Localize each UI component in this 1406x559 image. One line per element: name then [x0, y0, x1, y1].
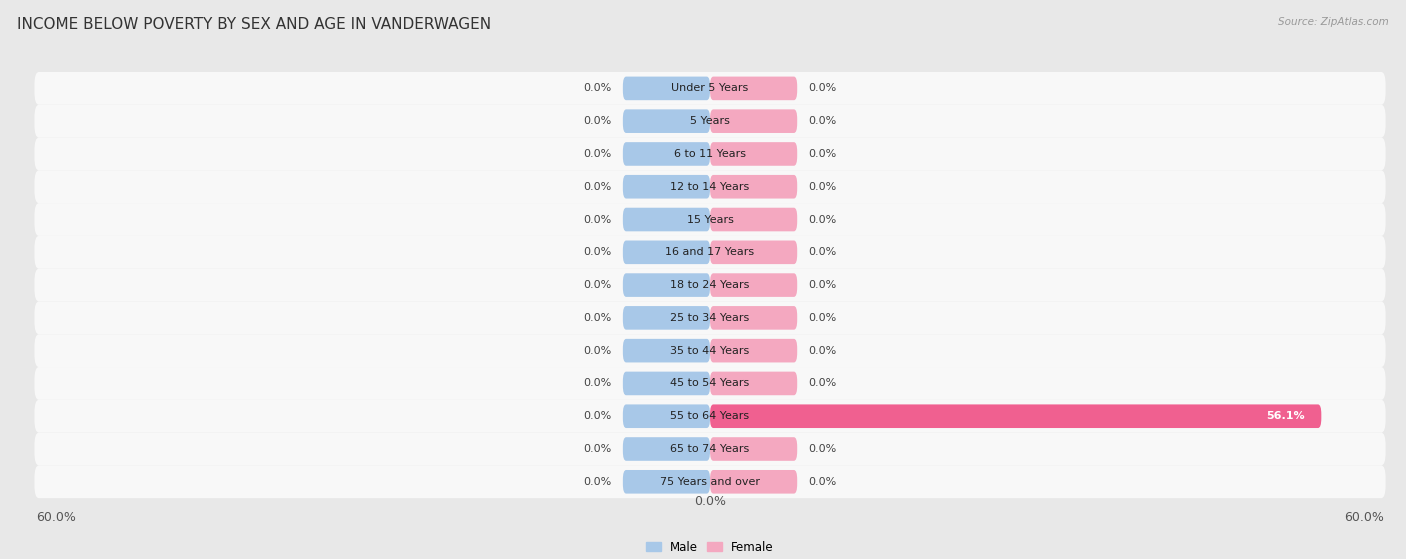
Text: 0.0%: 0.0% [583, 345, 612, 356]
FancyBboxPatch shape [623, 110, 710, 133]
FancyBboxPatch shape [710, 77, 797, 100]
FancyBboxPatch shape [35, 367, 1385, 400]
FancyBboxPatch shape [623, 372, 710, 395]
FancyBboxPatch shape [35, 203, 1385, 236]
FancyBboxPatch shape [35, 72, 1385, 105]
FancyBboxPatch shape [710, 208, 797, 231]
Text: 15 Years: 15 Years [686, 215, 734, 225]
FancyBboxPatch shape [35, 301, 1385, 334]
Text: 0.0%: 0.0% [583, 149, 612, 159]
FancyBboxPatch shape [710, 110, 797, 133]
Text: 0.0%: 0.0% [583, 83, 612, 93]
Text: 0.0%: 0.0% [583, 378, 612, 389]
Text: 0.0%: 0.0% [808, 182, 837, 192]
FancyBboxPatch shape [623, 306, 710, 330]
Text: 0.0%: 0.0% [808, 444, 837, 454]
Text: 0.0%: 0.0% [808, 247, 837, 257]
Text: Source: ZipAtlas.com: Source: ZipAtlas.com [1278, 17, 1389, 27]
FancyBboxPatch shape [710, 470, 797, 494]
FancyBboxPatch shape [710, 437, 797, 461]
Text: 0.0%: 0.0% [583, 280, 612, 290]
Text: 75 Years and over: 75 Years and over [659, 477, 761, 487]
Text: 0.0%: 0.0% [583, 215, 612, 225]
FancyBboxPatch shape [35, 466, 1385, 498]
Text: 0.0%: 0.0% [583, 247, 612, 257]
Text: 56.1%: 56.1% [1267, 411, 1305, 421]
FancyBboxPatch shape [35, 334, 1385, 367]
Text: INCOME BELOW POVERTY BY SEX AND AGE IN VANDERWAGEN: INCOME BELOW POVERTY BY SEX AND AGE IN V… [17, 17, 491, 32]
FancyBboxPatch shape [623, 240, 710, 264]
Text: 0.0%: 0.0% [808, 345, 837, 356]
Text: 0.0%: 0.0% [808, 83, 837, 93]
Text: 0.0%: 0.0% [583, 116, 612, 126]
FancyBboxPatch shape [35, 433, 1385, 466]
FancyBboxPatch shape [623, 339, 710, 362]
Text: 0.0%: 0.0% [808, 477, 837, 487]
FancyBboxPatch shape [623, 404, 710, 428]
Text: 0.0%: 0.0% [583, 477, 612, 487]
Text: 35 to 44 Years: 35 to 44 Years [671, 345, 749, 356]
Text: 0.0%: 0.0% [583, 313, 612, 323]
FancyBboxPatch shape [623, 273, 710, 297]
Text: Under 5 Years: Under 5 Years [672, 83, 748, 93]
Text: 45 to 54 Years: 45 to 54 Years [671, 378, 749, 389]
FancyBboxPatch shape [623, 77, 710, 100]
FancyBboxPatch shape [35, 105, 1385, 138]
FancyBboxPatch shape [623, 175, 710, 198]
FancyBboxPatch shape [35, 170, 1385, 203]
Legend: Male, Female: Male, Female [641, 536, 779, 558]
Text: 25 to 34 Years: 25 to 34 Years [671, 313, 749, 323]
FancyBboxPatch shape [710, 306, 797, 330]
Text: 0.0%: 0.0% [808, 215, 837, 225]
FancyBboxPatch shape [710, 404, 1322, 428]
FancyBboxPatch shape [710, 339, 797, 362]
Text: 12 to 14 Years: 12 to 14 Years [671, 182, 749, 192]
Text: 0.0%: 0.0% [808, 116, 837, 126]
FancyBboxPatch shape [623, 470, 710, 494]
FancyBboxPatch shape [623, 437, 710, 461]
Text: 55 to 64 Years: 55 to 64 Years [671, 411, 749, 421]
Text: 0.0%: 0.0% [808, 378, 837, 389]
Text: 5 Years: 5 Years [690, 116, 730, 126]
FancyBboxPatch shape [710, 175, 797, 198]
Text: 0.0%: 0.0% [583, 444, 612, 454]
Text: 0.0%: 0.0% [808, 313, 837, 323]
Text: 65 to 74 Years: 65 to 74 Years [671, 444, 749, 454]
FancyBboxPatch shape [35, 236, 1385, 269]
Text: 0.0%: 0.0% [583, 182, 612, 192]
Text: 0.0%: 0.0% [695, 495, 725, 508]
FancyBboxPatch shape [623, 142, 710, 166]
Text: 16 and 17 Years: 16 and 17 Years [665, 247, 755, 257]
FancyBboxPatch shape [710, 372, 797, 395]
FancyBboxPatch shape [710, 142, 797, 166]
Text: 0.0%: 0.0% [808, 149, 837, 159]
FancyBboxPatch shape [35, 269, 1385, 301]
FancyBboxPatch shape [710, 273, 797, 297]
FancyBboxPatch shape [35, 138, 1385, 170]
FancyBboxPatch shape [35, 400, 1385, 433]
Text: 6 to 11 Years: 6 to 11 Years [673, 149, 747, 159]
FancyBboxPatch shape [623, 208, 710, 231]
Text: 0.0%: 0.0% [808, 280, 837, 290]
Text: 18 to 24 Years: 18 to 24 Years [671, 280, 749, 290]
Text: 0.0%: 0.0% [583, 411, 612, 421]
FancyBboxPatch shape [710, 240, 797, 264]
